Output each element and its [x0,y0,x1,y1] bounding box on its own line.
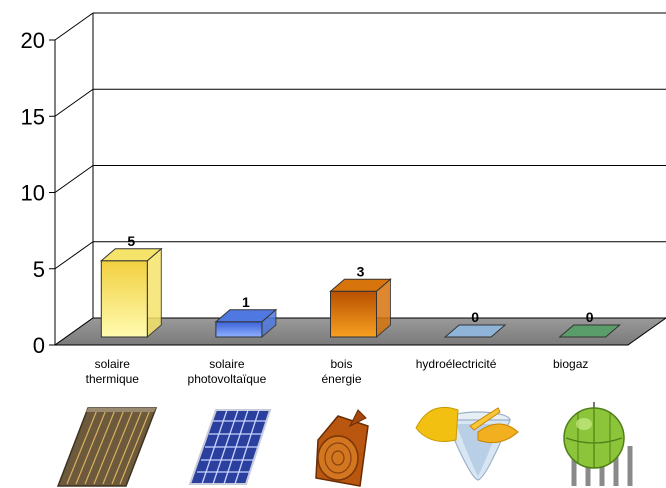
data-label: 1 [242,294,250,310]
bar-front [215,321,263,338]
biogas-tank-icon [563,402,633,486]
category-label: biogaz [553,357,588,371]
data-labels: 5 1 3 0 0 [127,233,593,325]
bar [558,324,622,338]
y-tick-label: 0 [33,333,45,358]
bar [329,278,392,339]
photovoltaic-panel-icon [188,409,272,485]
data-label: 0 [586,309,594,325]
category-label: solaire photovoltaïque [188,357,267,386]
side-gridline [54,12,94,41]
bar-top [99,248,163,262]
hydro-turbine-icon [415,406,519,481]
category-labels: solaire thermique solaire photovoltaïque boi… [86,357,589,386]
bar-top [558,324,622,338]
side-gridline [54,165,94,193]
category-icons [56,402,633,487]
bar-front [330,290,377,338]
bar [443,324,507,338]
y-tick-label: 20 [21,28,45,53]
category-label: bois énergie [321,357,361,386]
bars [99,247,622,339]
data-label: 5 [127,233,135,249]
wood-log-icon [315,409,369,487]
side-gridline [54,88,94,117]
bar-front [100,260,148,338]
data-label: 3 [357,263,365,279]
category-label: solaire thermique [86,357,140,386]
side-gridline [54,241,94,270]
y-tick-label: 15 [21,104,45,129]
bar-top [329,278,392,292]
bar [214,308,278,339]
solar-thermal-panel-icon [56,407,158,487]
category-label: hydroélectricité [416,357,497,371]
y-tick-label: 5 [33,257,45,282]
y-axis-ticks: 0 5 10 15 20 [21,28,55,358]
bar-side [146,247,162,339]
bar-top [214,309,278,323]
bar-top [443,324,507,338]
y-tick-label: 10 [21,181,45,206]
data-label: 0 [471,309,479,325]
bar [99,247,163,339]
